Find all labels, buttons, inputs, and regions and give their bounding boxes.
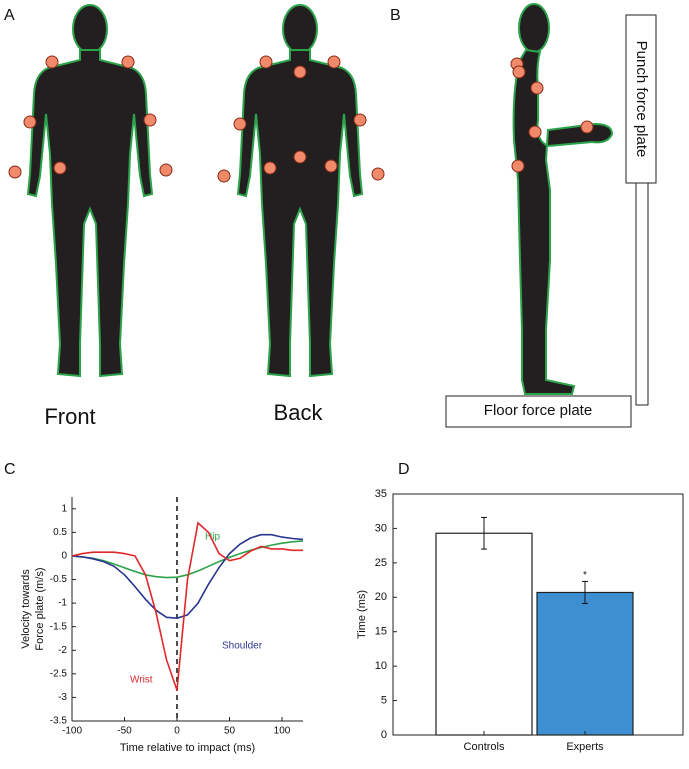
y-tick-label: -3 <box>58 692 67 703</box>
y-tick-label: 35 <box>375 488 387 500</box>
panel-label: C <box>4 461 16 478</box>
body-back <box>237 4 363 377</box>
y-axis-label: Velocity towards <box>20 569 32 649</box>
y-tick-label: 1 <box>61 503 67 514</box>
series-line <box>71 521 303 691</box>
x-tick-label: -100 <box>62 726 82 737</box>
markers <box>510 57 594 173</box>
series-label: Wrist <box>130 675 153 686</box>
y-tick-label: 20 <box>375 591 387 603</box>
series-label: Hip <box>205 532 220 543</box>
x-axis-label: Time relative to impact (ms) <box>120 742 255 754</box>
panel-label: B <box>390 7 401 24</box>
y-tick-label: 10 <box>375 660 387 672</box>
y-tick-label: 15 <box>375 626 387 638</box>
x-tick-label: 50 <box>224 726 236 737</box>
body-side-head <box>518 3 550 53</box>
y-axis-label: Time (ms) <box>356 590 368 639</box>
error-bar <box>481 516 487 550</box>
plate-label: Punch force plate <box>633 41 650 158</box>
view-label: Back <box>274 400 324 425</box>
bar <box>536 591 634 736</box>
y-tick-label: 0 <box>381 729 387 741</box>
x-tick-label: 100 <box>274 726 291 737</box>
x-tick-label: 0 <box>174 726 180 737</box>
panel-b: B Punch force plate Floor force plate <box>390 3 657 428</box>
floor-plate <box>445 395 632 428</box>
series-label: Shoulder <box>222 641 263 652</box>
y-tick-label: -2 <box>58 645 67 656</box>
y-tick-label: -3.5 <box>50 716 68 727</box>
error-bar <box>582 580 588 604</box>
panel-a: A Front Back <box>4 4 385 429</box>
panel-label: D <box>398 461 410 478</box>
y-tick-label: 30 <box>375 522 387 534</box>
view-label: Front <box>44 404 95 429</box>
series-line <box>71 540 304 579</box>
y-tick-label: 5 <box>381 694 387 706</box>
y-tick-label: 25 <box>375 557 387 569</box>
body-side <box>512 48 614 395</box>
y-tick-label: 0 <box>61 551 67 562</box>
y-axis-label: Force plate (m/s) <box>34 567 46 650</box>
y-tick-label: -1 <box>58 598 67 609</box>
x-tick-label: -50 <box>117 726 132 737</box>
significance: * <box>583 570 587 581</box>
plate-label: Floor force plate <box>484 402 592 419</box>
series-line <box>71 533 304 620</box>
y-tick-label: -1.5 <box>50 621 68 632</box>
bar <box>435 532 533 736</box>
y-tick-label: 0.5 <box>53 527 67 538</box>
x-tick-label: Controls <box>464 741 505 753</box>
panel-label: A <box>4 7 15 24</box>
y-tick-label: -2.5 <box>50 668 68 679</box>
x-tick-label: Experts <box>566 741 604 753</box>
punch-plate <box>625 14 657 184</box>
y-tick-label: -0.5 <box>50 574 68 585</box>
markers <box>8 55 385 183</box>
plate-post <box>635 182 649 406</box>
